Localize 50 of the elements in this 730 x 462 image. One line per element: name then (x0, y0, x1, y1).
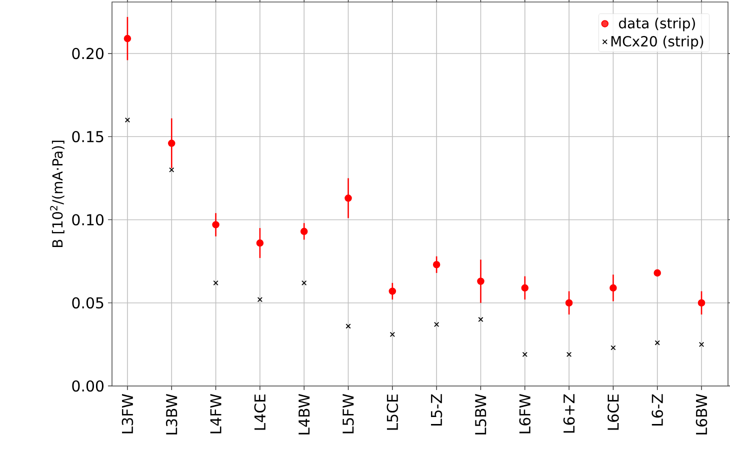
x-tick-label: L5FW (342, 394, 354, 434)
point (390, 332, 395, 338)
point (257, 296, 262, 302)
point (432, 260, 440, 268)
x-tick-label: L5BW (475, 394, 486, 434)
x-tick-label: L6FW (519, 394, 531, 434)
point (300, 228, 308, 236)
x-tick-label: L5-Z (431, 394, 442, 426)
x-tick-label: L6-Z (652, 394, 664, 426)
x-tick-label: L4FW (210, 394, 222, 434)
legend-label: data (strip) (619, 18, 695, 32)
point (654, 340, 660, 346)
x-tick-label: L5CE (386, 394, 398, 430)
y-tick-label: 0.00 (72, 380, 104, 392)
point (344, 194, 352, 202)
point (521, 284, 529, 292)
point (346, 324, 351, 329)
point (212, 221, 220, 228)
y-tick-label: 0.05 (72, 297, 104, 309)
point (698, 342, 704, 347)
point (522, 352, 528, 357)
point (124, 34, 132, 42)
x-tick-label: L4BW (298, 394, 310, 434)
x-tick-label: L4CE (254, 394, 266, 430)
point (610, 345, 616, 350)
y-tick-label: 0.20 (72, 48, 104, 60)
point (168, 140, 176, 147)
point (566, 352, 572, 357)
point (610, 284, 617, 292)
point (477, 278, 484, 285)
legend-label: MCx20 (strip) (611, 36, 704, 50)
point (302, 280, 307, 286)
point (434, 322, 440, 328)
point (565, 299, 573, 307)
point (124, 117, 130, 123)
y-tick-label: 0.10 (72, 214, 104, 226)
point (698, 299, 706, 307)
x-tick-label: L6CE (608, 394, 619, 430)
x-tick-label: L3BW (166, 394, 178, 434)
point (169, 167, 174, 172)
point (256, 239, 264, 247)
y-tick-label: 0.15 (72, 130, 104, 142)
point (654, 269, 661, 277)
x-tick-label: L6+Z (563, 394, 575, 433)
x-tick-label: L6BW (696, 394, 708, 434)
point (388, 288, 396, 295)
point (213, 280, 218, 286)
point (478, 316, 484, 322)
y-axis-title: B [10$^{2}$/(mA·Pa)] (50, 140, 64, 248)
x-tick-label: L3FW (122, 394, 134, 434)
